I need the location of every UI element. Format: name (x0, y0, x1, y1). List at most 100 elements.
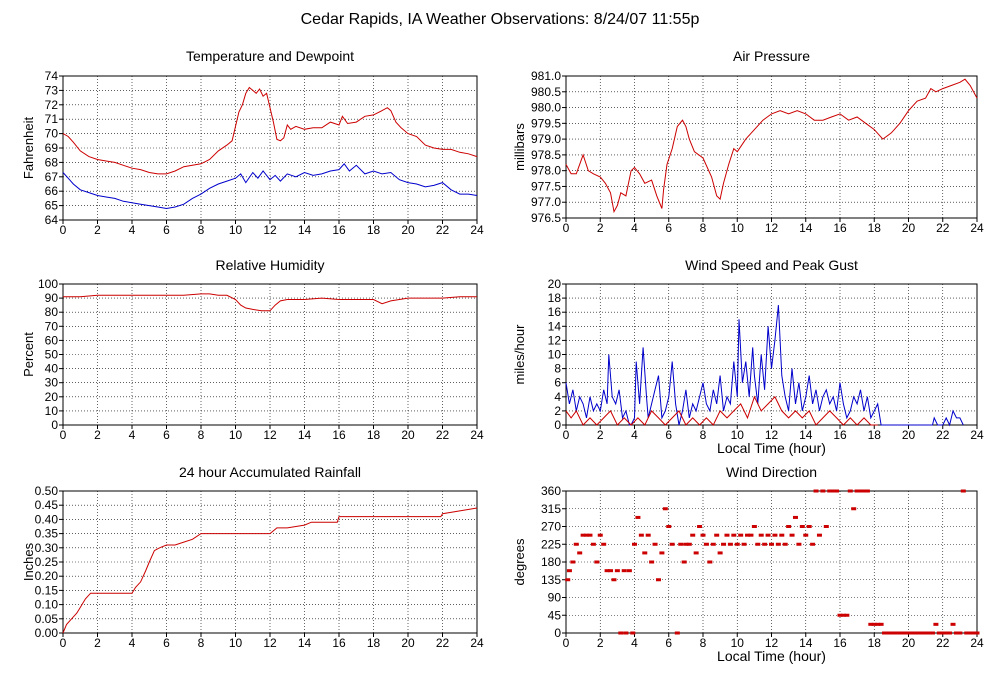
x-tick-label: 6 (665, 636, 672, 650)
y-tick-label: 360 (541, 484, 561, 498)
data-point (573, 542, 579, 546)
data-point (926, 631, 932, 635)
y-tick-label: 0.40 (35, 512, 59, 526)
x-tick-label: 12 (263, 636, 277, 650)
x-tick-label: 2 (94, 428, 101, 442)
series-line-red (565, 78, 978, 214)
data-point (630, 631, 636, 635)
y-axis-label: millibars (512, 123, 527, 171)
data-point (940, 631, 946, 635)
x-tick-label: 4 (631, 428, 638, 442)
x-tick-label: 2 (597, 221, 604, 235)
data-point (565, 578, 571, 582)
data-point (957, 631, 963, 635)
data-point (830, 489, 836, 493)
data-point (678, 542, 684, 546)
data-point (626, 569, 632, 573)
x-tick-label: 4 (129, 428, 136, 442)
data-point (775, 542, 781, 546)
y-tick-label: 70 (45, 127, 59, 141)
x-tick-label: 14 (799, 636, 813, 650)
y-tick-label: 0.00 (35, 626, 59, 640)
chart-title: Wind Direction (726, 464, 817, 480)
x-tick-label: 10 (731, 221, 745, 235)
x-tick-label: 4 (129, 223, 136, 237)
y-tick-label: 70 (45, 319, 59, 333)
series-line-blue (62, 163, 478, 210)
x-tick-label: 22 (436, 223, 450, 237)
x-tick-label: 2 (94, 636, 101, 650)
y-tick-label: 10 (45, 404, 59, 418)
data-point (868, 622, 874, 626)
x-tick-label: 12 (765, 636, 779, 650)
y-tick-label: 67 (45, 170, 59, 184)
data-point (690, 533, 696, 537)
data-point (621, 569, 627, 573)
x-tick-label: 8 (198, 636, 205, 650)
data-point (652, 542, 658, 546)
y-tick-label: 66 (45, 184, 59, 198)
data-point (858, 489, 864, 493)
data-point (912, 631, 918, 635)
x-tick-label: 8 (700, 636, 707, 650)
data-point (755, 542, 761, 546)
data-point (765, 533, 771, 537)
x-tick-label: 22 (936, 428, 950, 442)
chart-title: Relative Humidity (216, 257, 325, 273)
y-tick-label: 0.50 (35, 484, 59, 498)
y-axis-label: Inches (21, 542, 36, 581)
y-tick-label: 981.0 (531, 69, 561, 83)
data-point (772, 533, 778, 537)
data-point (683, 542, 689, 546)
data-point (851, 507, 857, 511)
data-point (587, 533, 593, 537)
data-point (813, 489, 819, 493)
y-tick-label: 72 (45, 98, 59, 112)
data-point (953, 631, 959, 635)
y-tick-label: 80 (45, 305, 59, 319)
y-tick-label: 71 (45, 112, 59, 126)
data-point (827, 489, 833, 493)
data-point (864, 489, 870, 493)
x-tick-label: 24 (970, 636, 984, 650)
data-point (844, 613, 850, 617)
data-point (799, 525, 805, 528)
x-tick-label: 24 (970, 428, 984, 442)
y-axis-label: Fahrenheit (21, 117, 36, 180)
x-axis-label: Local Time (hour) (717, 440, 826, 456)
x-tick-label: 12 (765, 428, 779, 442)
data-point (703, 542, 709, 546)
y-tick-label: 0.30 (35, 541, 59, 555)
x-tick-label: 22 (936, 636, 950, 650)
y-tick-label: 68 (45, 155, 59, 169)
chart-title: 24 hour Accumulated Rainfall (179, 464, 361, 480)
series-line-red (63, 293, 477, 312)
series-line-red (62, 507, 478, 634)
x-tick-label: 2 (597, 428, 604, 442)
data-point (642, 551, 648, 555)
y-axis-label: Percent (21, 332, 36, 377)
data-point (741, 542, 747, 546)
data-point (888, 631, 894, 635)
data-point (847, 489, 853, 493)
y-tick-label: 0.35 (35, 527, 59, 541)
x-tick-label: 10 (229, 223, 243, 237)
data-point (823, 525, 829, 528)
data-point (662, 507, 668, 511)
x-tick-label: 20 (401, 636, 415, 650)
x-tick-label: 0 (563, 221, 570, 235)
y-tick-label: 4 (554, 390, 561, 404)
data-point (882, 631, 888, 635)
data-point (635, 515, 641, 519)
data-point (700, 533, 706, 537)
y-tick-label: 225 (541, 537, 561, 551)
y-tick-label: 0.20 (35, 569, 59, 583)
y-tick-label: 69 (45, 141, 59, 155)
data-point (803, 533, 809, 537)
data-point (895, 631, 901, 635)
x-tick-label: 20 (401, 223, 415, 237)
